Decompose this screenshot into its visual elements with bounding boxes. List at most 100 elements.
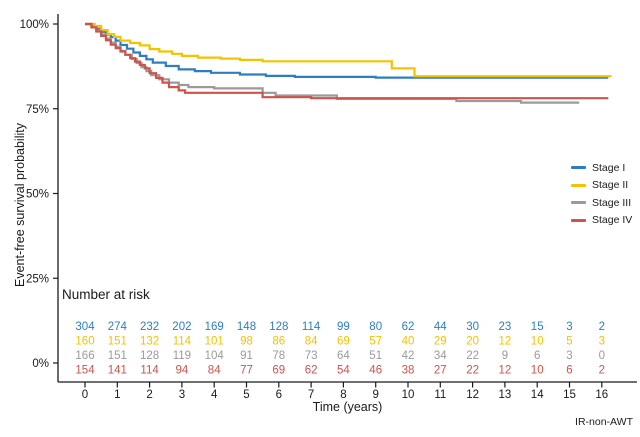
risk-count: 99 bbox=[337, 321, 350, 333]
legend-label: Stage III bbox=[592, 196, 632, 209]
legend-label: Stage IV bbox=[592, 214, 633, 227]
risk-count: 154 bbox=[75, 365, 95, 377]
risk-count: 73 bbox=[305, 350, 318, 362]
x-tick-label: 1 bbox=[114, 389, 120, 401]
risk-count: 104 bbox=[205, 350, 225, 362]
risk-count: 22 bbox=[466, 350, 479, 362]
x-tick-label: 13 bbox=[499, 389, 512, 401]
x-tick-label: 12 bbox=[466, 389, 479, 401]
risk-count: 114 bbox=[140, 365, 159, 377]
risk-count: 151 bbox=[108, 350, 127, 362]
risk-count: 304 bbox=[75, 321, 95, 333]
legend-swatch-stage-i bbox=[571, 166, 586, 170]
legend-label: Stage I bbox=[592, 161, 626, 174]
risk-count: 78 bbox=[272, 350, 285, 362]
risk-count: 44 bbox=[434, 321, 447, 333]
risk-count: 27 bbox=[434, 365, 447, 377]
risk-count: 132 bbox=[140, 336, 159, 348]
series-line-stage-iv bbox=[85, 22, 609, 100]
risk-table-title: Number at risk bbox=[62, 287, 150, 302]
risk-count: 169 bbox=[205, 321, 224, 333]
risk-count: 3 bbox=[566, 321, 572, 333]
risk-count: 62 bbox=[305, 365, 318, 377]
legend-label: Stage II bbox=[592, 179, 629, 192]
risk-count: 30 bbox=[466, 321, 479, 333]
risk-count: 151 bbox=[108, 336, 127, 348]
x-tick-label: 9 bbox=[372, 389, 378, 401]
risk-count: 34 bbox=[434, 350, 447, 362]
risk-count: 57 bbox=[369, 336, 382, 348]
risk-count: 9 bbox=[502, 350, 508, 362]
risk-count: 62 bbox=[402, 321, 415, 333]
x-tick-label: 5 bbox=[243, 389, 249, 401]
legend-swatch-stage-ii bbox=[571, 183, 586, 187]
risk-count: 98 bbox=[240, 336, 253, 348]
risk-count: 6 bbox=[534, 350, 540, 362]
risk-count: 80 bbox=[369, 321, 382, 333]
risk-count: 69 bbox=[337, 336, 350, 348]
x-tick-label: 2 bbox=[146, 389, 152, 401]
risk-count: 166 bbox=[75, 350, 94, 362]
legend: Stage I Stage II Stage III Stage IV bbox=[571, 159, 640, 229]
risk-count: 94 bbox=[176, 365, 189, 377]
risk-count: 12 bbox=[499, 365, 512, 377]
risk-count: 86 bbox=[272, 336, 285, 348]
y-tick-label: 75% bbox=[26, 104, 49, 116]
risk-count: 29 bbox=[434, 336, 447, 348]
risk-count: 77 bbox=[240, 365, 253, 377]
x-tick-label: 16 bbox=[595, 389, 608, 401]
x-tick-label: 6 bbox=[276, 389, 282, 401]
risk-count: 6 bbox=[566, 365, 572, 377]
risk-count: 91 bbox=[240, 350, 253, 362]
legend-swatch-stage-iv bbox=[571, 218, 586, 222]
y-axis-title: Event-free survival probability bbox=[13, 123, 27, 287]
risk-count: 51 bbox=[369, 350, 382, 362]
risk-count: 101 bbox=[205, 336, 224, 348]
risk-count: 20 bbox=[466, 336, 479, 348]
legend-item-stage-iii: Stage III bbox=[571, 194, 640, 212]
risk-count: 114 bbox=[302, 321, 321, 333]
x-axis-title: Time (years) bbox=[312, 400, 383, 414]
series-line-stage-i bbox=[85, 22, 609, 79]
legend-item-stage-i: Stage I bbox=[571, 159, 640, 177]
risk-count: 22 bbox=[466, 365, 479, 377]
risk-count: 114 bbox=[173, 336, 192, 348]
x-tick-label: 10 bbox=[402, 389, 415, 401]
risk-count: 84 bbox=[208, 365, 221, 377]
risk-count: 12 bbox=[499, 336, 512, 348]
risk-count: 5 bbox=[566, 336, 572, 348]
legend-item-stage-iv: Stage IV bbox=[571, 212, 640, 230]
risk-count: 274 bbox=[108, 321, 128, 333]
risk-count: 64 bbox=[337, 350, 350, 362]
risk-count: 10 bbox=[531, 365, 544, 377]
x-tick-label: 3 bbox=[179, 389, 185, 401]
x-tick-label: 15 bbox=[563, 389, 576, 401]
y-tick-label: 50% bbox=[26, 189, 49, 201]
risk-count: 54 bbox=[337, 365, 350, 377]
x-tick-label: 11 bbox=[434, 389, 446, 401]
series-line-stage-ii bbox=[85, 22, 612, 78]
risk-count: 38 bbox=[402, 365, 415, 377]
x-tick-label: 14 bbox=[531, 389, 544, 401]
x-tick-label: 8 bbox=[340, 389, 346, 401]
risk-count: 128 bbox=[140, 350, 159, 362]
risk-count: 148 bbox=[237, 321, 256, 333]
risk-count: 84 bbox=[305, 336, 318, 348]
risk-count: 10 bbox=[531, 336, 544, 348]
y-tick-label: 0% bbox=[32, 358, 49, 370]
risk-count: 42 bbox=[402, 350, 415, 362]
risk-count: 202 bbox=[172, 321, 191, 333]
risk-count: 128 bbox=[269, 321, 288, 333]
risk-count: 141 bbox=[108, 365, 127, 377]
risk-count: 160 bbox=[75, 336, 94, 348]
x-tick-label: 4 bbox=[211, 389, 218, 401]
risk-count: 46 bbox=[369, 365, 382, 377]
risk-count: 15 bbox=[531, 321, 544, 333]
risk-count: 3 bbox=[566, 350, 572, 362]
risk-count: 40 bbox=[402, 336, 415, 348]
risk-count: 2 bbox=[599, 365, 605, 377]
risk-count: 2 bbox=[599, 321, 605, 333]
y-tick-label: 25% bbox=[26, 273, 49, 285]
